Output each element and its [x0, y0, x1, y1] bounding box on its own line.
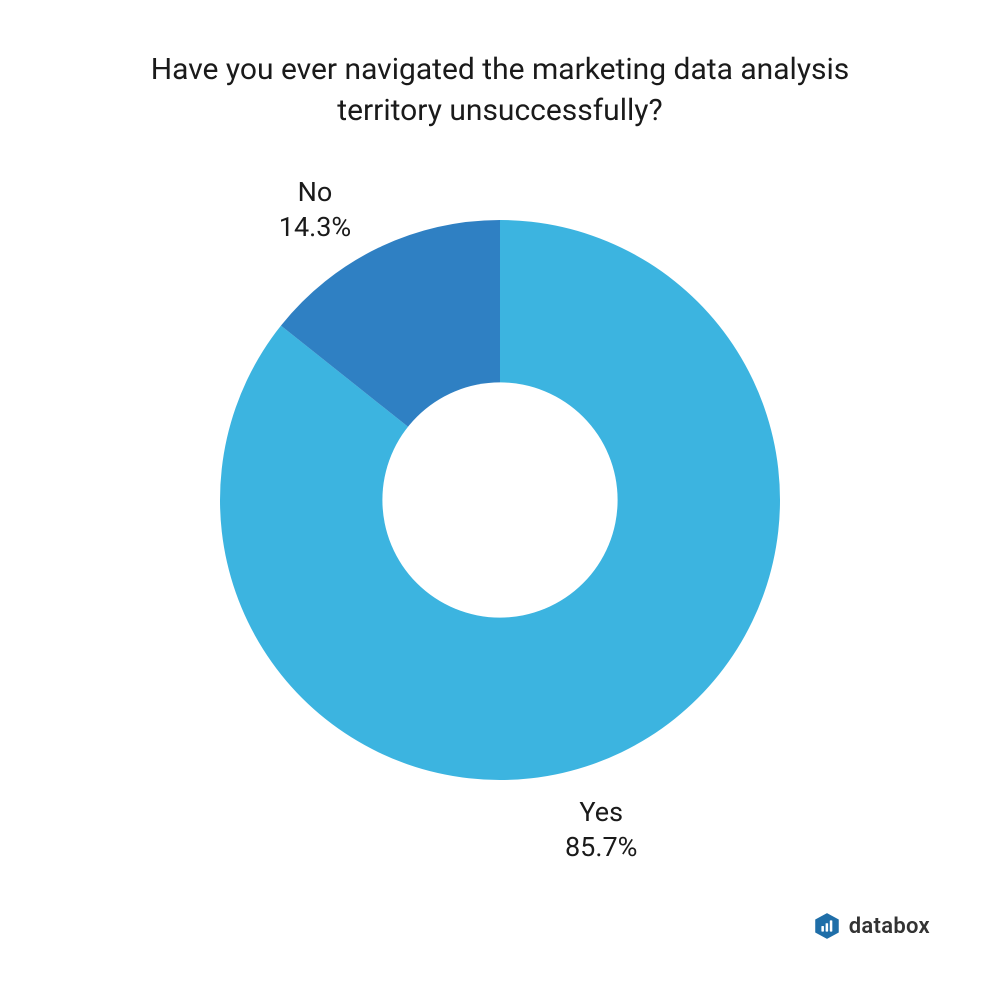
brand-logo-text: databox: [849, 914, 930, 939]
donut-svg: [220, 220, 780, 780]
donut-chart: [220, 220, 780, 780]
chart-title: Have you ever navigated the marketing da…: [100, 50, 900, 131]
slice-label-no: No 14.3%: [279, 175, 351, 245]
slice-label-yes-name: Yes: [565, 795, 637, 830]
slice-label-no-name: No: [279, 175, 351, 210]
slice-label-yes: Yes 85.7%: [565, 795, 637, 865]
slice-label-no-value: 14.3%: [279, 210, 351, 245]
databox-icon: [813, 912, 841, 940]
brand-logo: databox: [813, 912, 930, 940]
slice-label-yes-value: 85.7%: [565, 830, 637, 865]
donut-hole: [382, 382, 617, 617]
